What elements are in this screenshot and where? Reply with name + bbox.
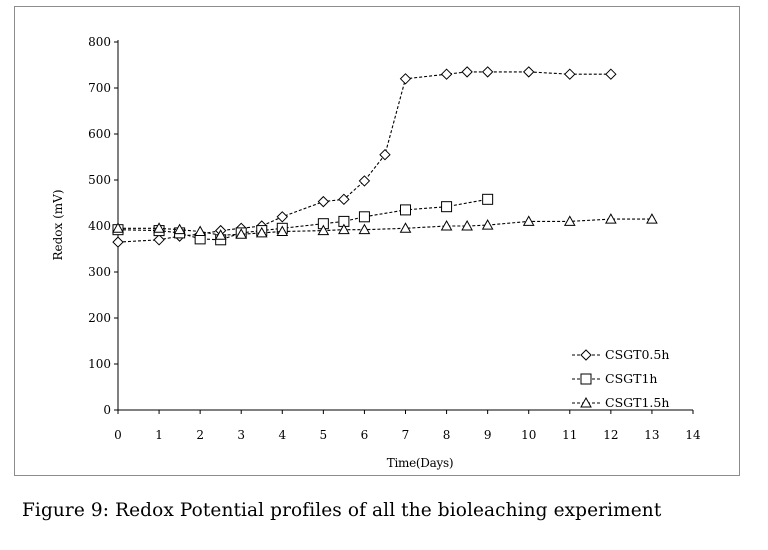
x-tick-label: 13: [644, 428, 659, 442]
data-point: [153, 234, 165, 246]
data-point: [358, 223, 371, 235]
x-tick-label: 5: [320, 428, 328, 442]
y-tick-label: 100: [88, 357, 111, 371]
legend-item: CSGT0.5h: [572, 347, 669, 362]
data-point: [338, 223, 350, 235]
x-tick-label: 8: [443, 428, 451, 442]
data-point: [235, 228, 248, 239]
legend-label: CSGT1.5h: [605, 395, 669, 410]
legend-label: CSGT0.5h: [605, 347, 669, 362]
x-tick-label: 10: [521, 428, 536, 442]
y-tick-label: 800: [88, 35, 111, 49]
x-tick-label: 12: [603, 428, 618, 442]
data-point: [563, 215, 576, 226]
data-point: [276, 211, 288, 223]
y-axis-label: Redox (mV): [51, 189, 65, 260]
chart-series: [112, 66, 658, 248]
data-point: [112, 222, 124, 233]
x-tick-label: 3: [237, 428, 245, 442]
data-point: [194, 225, 206, 237]
data-point: [400, 204, 411, 216]
x-tick-label: 11: [562, 428, 577, 442]
data-point: [255, 226, 268, 238]
figure-caption: Figure 9: Redox Potential profiles of al…: [22, 500, 662, 521]
data-point: [482, 193, 494, 205]
data-point: [153, 222, 165, 233]
y-tick-label: 500: [88, 173, 111, 187]
data-point: [112, 236, 124, 248]
data-point: [441, 201, 453, 213]
data-point: [399, 73, 412, 85]
series-square: [112, 193, 494, 246]
chart-frame: [14, 6, 740, 476]
data-point: [522, 215, 535, 226]
legend-label: CSGT1h: [605, 371, 657, 386]
y-tick-label: 400: [88, 219, 111, 233]
x-axis-label: Time(Days): [387, 456, 453, 470]
data-point: [358, 175, 371, 187]
data-point: [605, 213, 617, 224]
x-tick-label: 4: [278, 428, 286, 442]
x-tick-label: 6: [361, 428, 369, 442]
x-tick-label: 1: [155, 428, 163, 442]
legend-marker: [580, 349, 592, 361]
x-tick-label: 2: [196, 428, 204, 442]
data-point: [358, 211, 370, 223]
data-point: [523, 66, 535, 78]
legend-marker: [580, 396, 592, 408]
y-tick-label: 200: [88, 311, 111, 325]
data-point: [276, 225, 289, 237]
data-point: [338, 193, 350, 206]
data-point: [440, 68, 453, 80]
y-tick-label: 600: [88, 127, 111, 141]
series-line: [117, 198, 488, 241]
series-triangle: [112, 213, 658, 240]
data-point: [214, 229, 227, 240]
data-point: [440, 219, 453, 231]
y-tick-label: 300: [88, 265, 111, 279]
data-point: [379, 148, 391, 161]
legend-item: CSGT1h: [572, 371, 657, 386]
data-point: [481, 66, 494, 78]
x-tick-label: 7: [402, 428, 410, 442]
data-point: [399, 222, 412, 233]
data-point: [564, 68, 576, 80]
data-point: [173, 223, 186, 235]
data-point: [461, 219, 473, 231]
data-point: [317, 195, 330, 208]
data-point: [317, 224, 330, 236]
x-tick-label: 0: [114, 428, 122, 442]
data-point: [461, 66, 473, 78]
y-tick-label: 0: [103, 403, 111, 417]
data-point: [605, 68, 617, 80]
x-tick-label: 9: [484, 428, 492, 442]
data-point: [646, 213, 658, 224]
legend-marker: [580, 373, 592, 385]
x-tick-label: 14: [685, 428, 701, 442]
y-tick-label: 700: [88, 81, 111, 95]
data-point: [481, 219, 494, 230]
legend-item: CSGT1.5h: [572, 395, 669, 410]
chart-legend: CSGT0.5h CSGT1h CSGT1.5h: [572, 347, 669, 410]
